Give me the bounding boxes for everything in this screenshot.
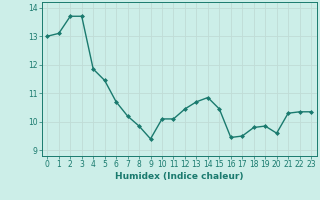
X-axis label: Humidex (Indice chaleur): Humidex (Indice chaleur) bbox=[115, 172, 244, 181]
